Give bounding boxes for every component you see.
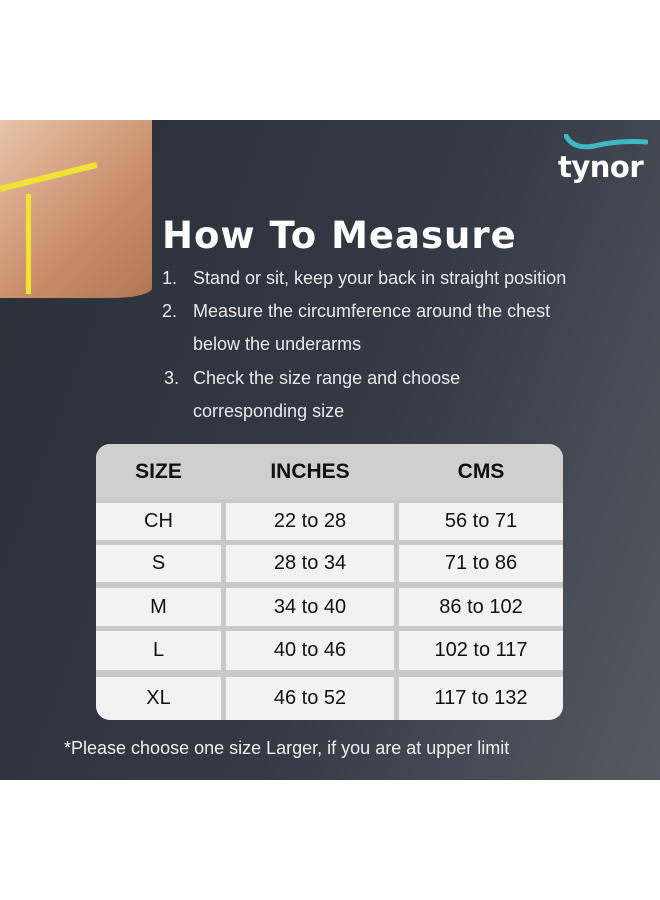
cell-inches: 28 to 34 [226,545,394,582]
cell-cms: 86 to 102 [399,588,563,626]
size-guide-panel: tynor How To Measure 1. Stand or sit, kee… [0,120,660,780]
step-number: 3. [164,368,180,388]
logo-text: tynor [558,150,644,184]
cell-inches: 22 to 28 [226,503,394,540]
size-table: SIZE INCHES CMS CH 22 to 28 56 to 71 S 28 to… [96,444,563,720]
cell-cms: 56 to 71 [399,503,563,540]
cell-inches: 46 to 52 [226,677,394,720]
size-note: *Please choose one size Larger, if you a… [64,738,510,758]
page-title: How To Measure [162,214,517,257]
measuring-tape-end [26,194,31,294]
cell-size: XL [96,677,221,720]
cell-cms: 102 to 117 [399,631,563,670]
cell-size: S [96,545,221,582]
header-inches: INCHES [221,444,399,500]
step-text: Check the size range and choose [193,368,461,388]
header-size: SIZE [96,444,221,500]
step-number: 1. [162,268,178,288]
step-text: below the underarms [193,334,362,354]
cell-size: L [96,631,221,670]
step-text: Measure the circumference around the che… [193,301,551,321]
tynor-logo: tynor [558,134,650,184]
measuring-tape [0,161,98,192]
cell-inches: 40 to 46 [226,631,394,670]
measuring-chest-photo [0,120,152,298]
header-cms: CMS [399,444,563,500]
step-text: Stand or sit, keep your back in straight… [193,268,567,288]
cell-inches: 34 to 40 [226,588,394,626]
cell-size: CH [96,503,221,540]
step-text: corresponding size [193,401,345,421]
step-number: 2. [162,301,178,321]
cell-cms: 71 to 86 [399,545,563,582]
cell-cms: 117 to 132 [399,677,563,720]
cell-size: M [96,588,221,626]
